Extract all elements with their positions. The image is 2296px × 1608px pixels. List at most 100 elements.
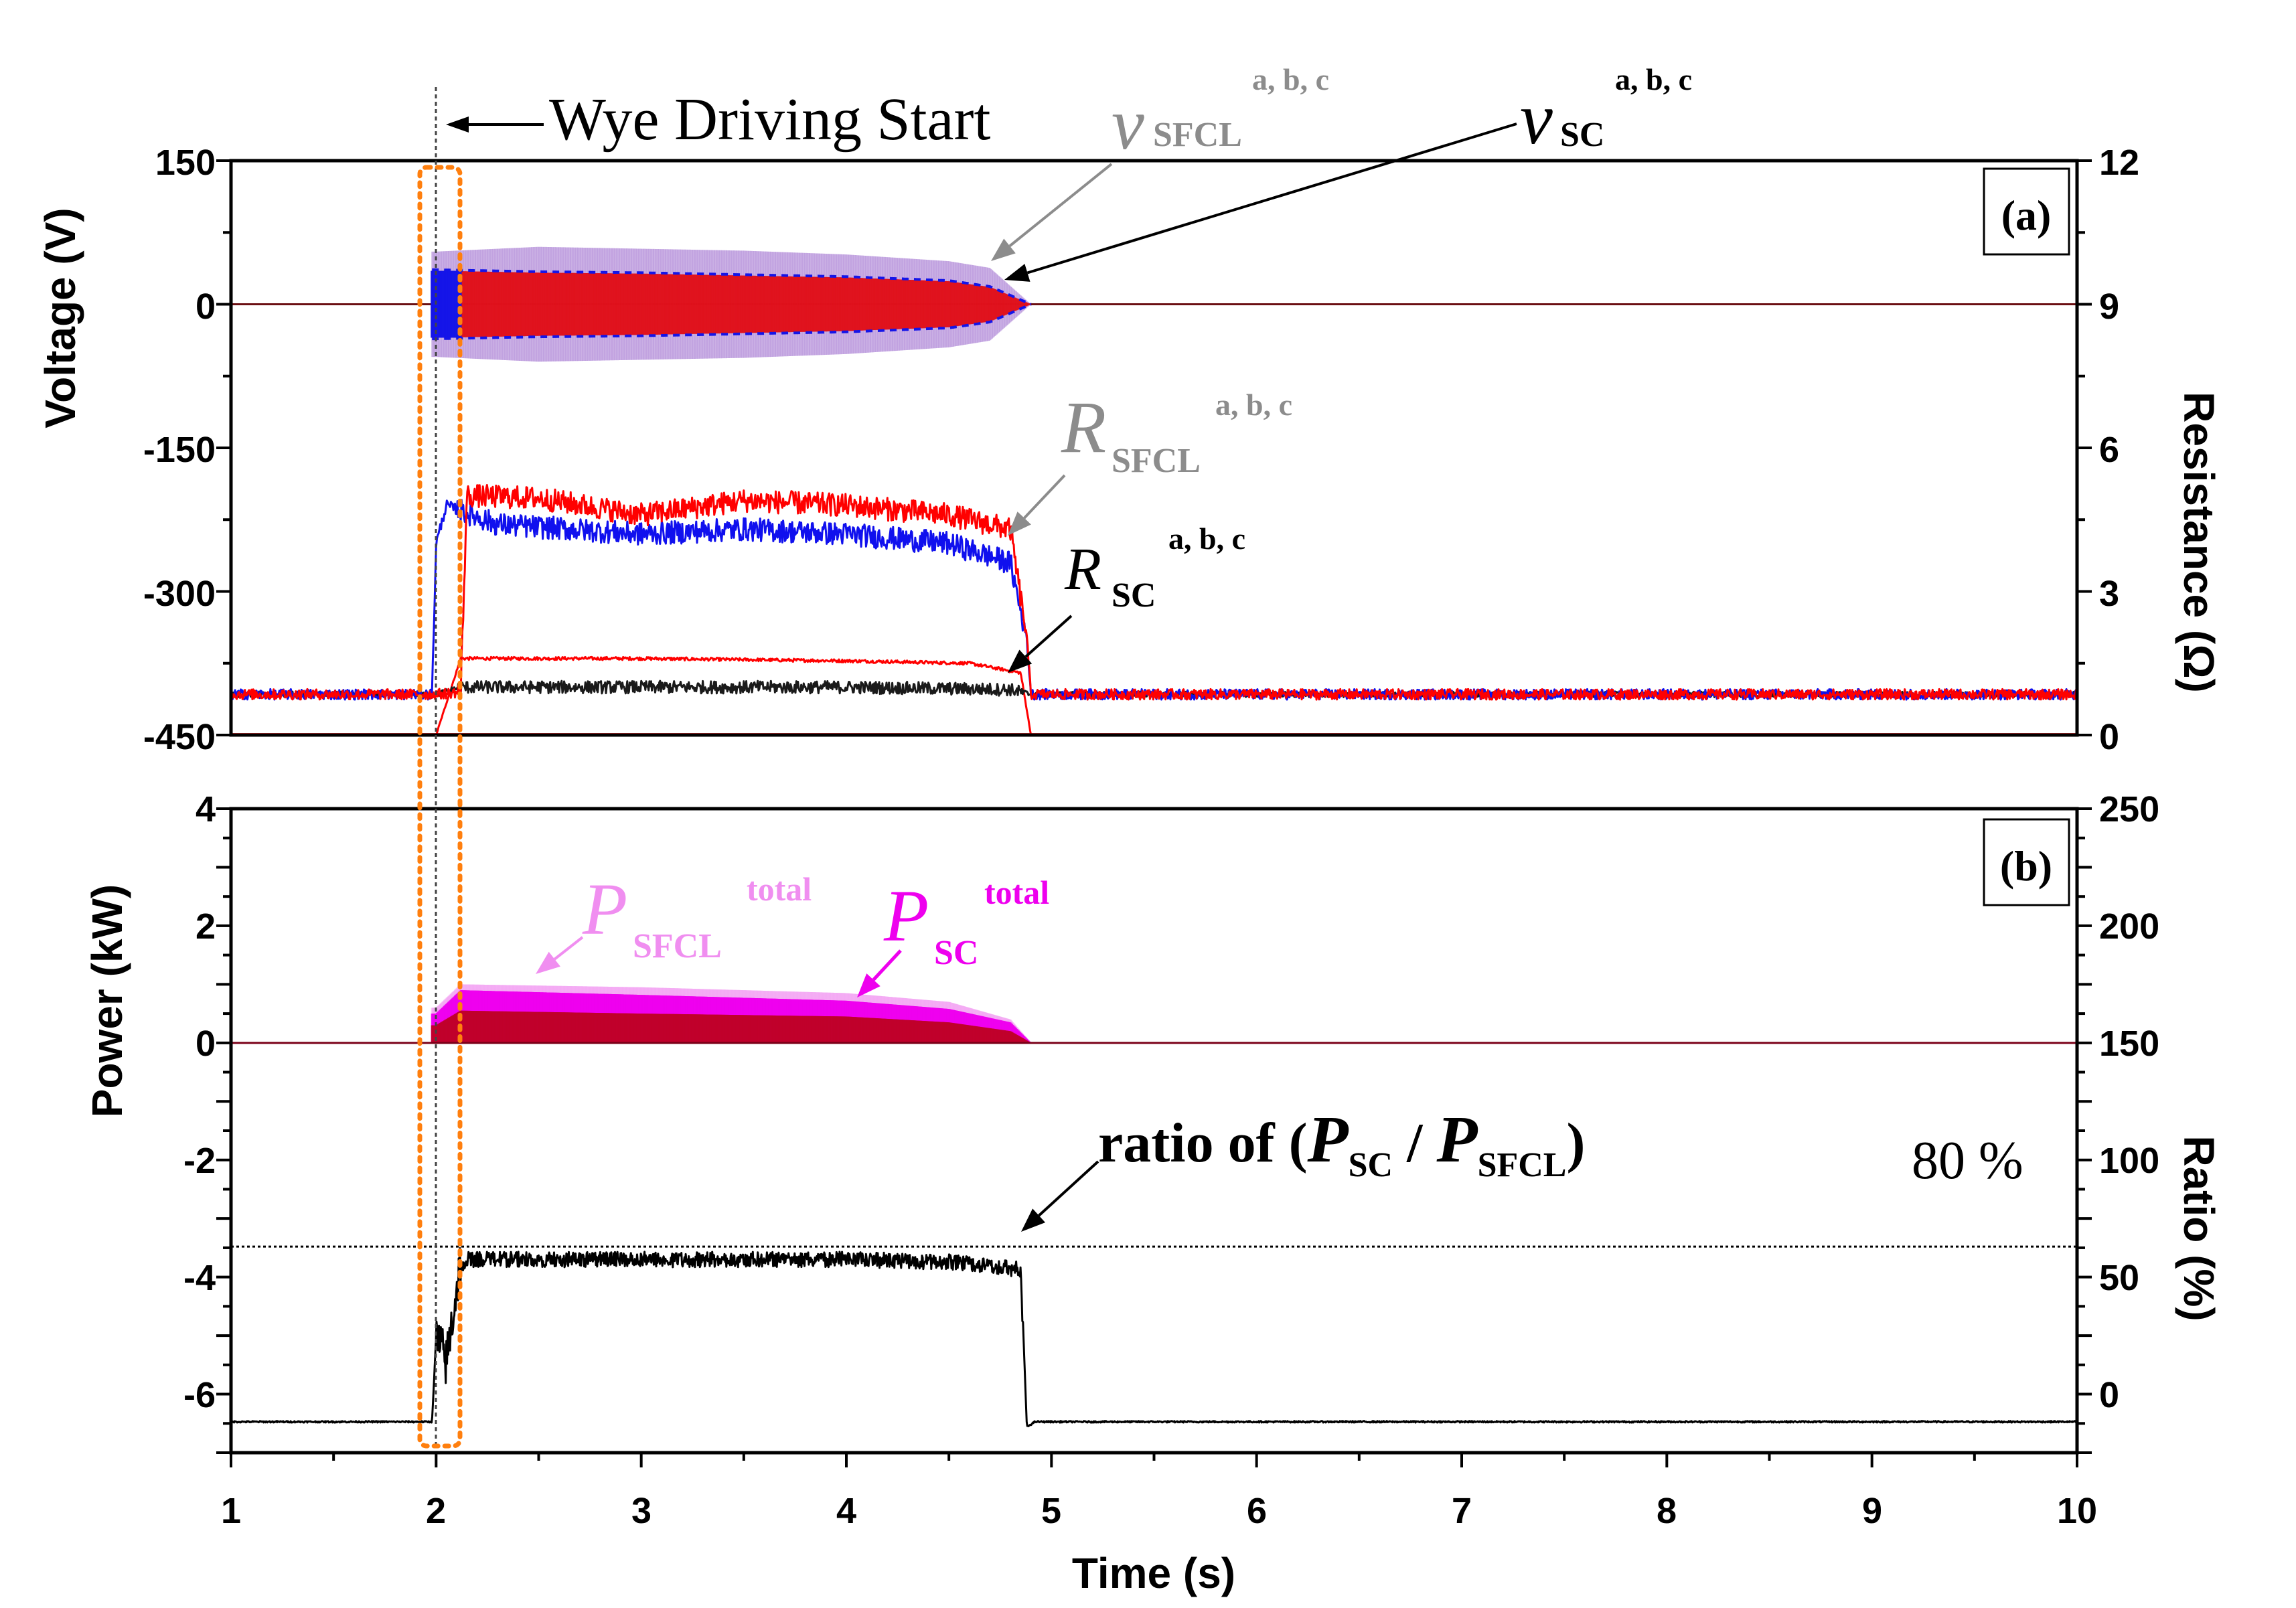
axis-ticks [216,159,2092,1467]
y-tick-label: -150 [143,430,216,470]
panel-a-data [231,246,2077,735]
v-sfcl-label: v SFCL a, b, c [1112,62,1329,165]
y2-tick-label: 3 [2099,574,2119,614]
p-sc-main: P [883,875,929,957]
p-sc-sup: total [984,874,1049,911]
arrow-head [1008,511,1031,536]
y-tick-label: -450 [143,717,216,757]
x-tick-labels: 1 2 3 4 5 6 7 8 9 10 [221,1491,2097,1531]
v-sfcl-sub: SFCL [1153,116,1242,154]
voltage-axis-title: Voltage (V) [36,208,84,428]
arrow-head [1021,1208,1046,1232]
x-tick-label: 7 [1452,1491,1472,1531]
arrow-shaft [554,936,584,961]
v-sc-sup: a, b, c [1615,62,1692,96]
p-sfcl-label: P SFCL total [582,868,812,965]
r-sfcl-arrow [1008,474,1066,536]
arrow-shaft [872,949,902,981]
arrow-head [1004,264,1030,282]
y-tick-label: 0 [196,1024,216,1064]
x-tick-label: 9 [1862,1491,1882,1531]
event-highlight-box [417,165,463,1449]
resistance-trace [231,484,2077,701]
y2-tick-label: 9 [2099,287,2119,327]
y-tick-label: -6 [183,1375,216,1415]
r-sfcl-sup: a, b, c [1215,388,1292,422]
y2-tick-label: 0 [2099,717,2119,757]
y2-tick-label: 250 [2099,789,2159,829]
x-tick-label: 4 [836,1491,856,1531]
y2-tick-label: 200 [2099,906,2159,947]
annotation-arrows [536,123,1517,1232]
p-sc-label: P SC total [883,874,1049,972]
arrow-shaft [1008,163,1113,247]
wye-driving-start-label: Wye Driving Start [549,86,990,153]
r-sc-main: R [1064,536,1101,602]
r-sfcl-label: R SFCL a, b, c [1061,386,1292,480]
p-sfcl-sup: total [747,870,812,908]
p-phase-band [431,1010,1031,1043]
v-sc-arrow [1004,123,1517,282]
r-sfcl-sub: SFCL [1112,442,1201,480]
x-tick-label: 6 [1247,1491,1267,1531]
ratio-trace [231,1247,2077,1427]
y-tick-label: -300 [143,574,216,614]
x-tick-label: 3 [631,1491,652,1531]
wye-driving-start-annotation: Wye Driving Start [446,86,990,153]
arrow-head [536,951,560,974]
y-tick-label: 2 [196,906,216,947]
y-tick-label: 4 [196,789,216,829]
arrow-shaft [1024,615,1073,658]
y-tick-label: 0 [196,287,216,327]
panel-b-label: (b) [2000,842,2052,890]
ratio-axis-title: Ratio (%) [2175,1135,2223,1321]
x-tick-label: 10 [2057,1491,2097,1531]
x-axis-title: Time (s) [1072,1549,1235,1597]
y2-tick-label: 6 [2099,430,2119,470]
arrow-shaft [1038,1160,1099,1217]
panel-a-left-tick-labels: 150 0 -150 -300 -450 [143,143,216,757]
ratio-arrow [1021,1160,1099,1232]
r-sc-sup: a, b, c [1168,521,1245,556]
y-tick-label: -4 [183,1258,216,1298]
x-tick-label: 2 [426,1491,446,1531]
r-sc-sub: SC [1112,576,1156,615]
arrow-head [857,973,881,997]
p-sc-sub: SC [934,934,978,972]
panel-b-right-tick-labels: 250 200 150 100 50 0 [2099,789,2159,1415]
y2-tick-label: 50 [2099,1258,2139,1298]
arrow-shaft [1023,474,1066,519]
p-sfcl-sub: SFCL [633,927,722,965]
panel-a-tag: (a) [1983,167,2070,256]
v-sc-envelope-bottom [432,303,1032,341]
panel-b-tag: (b) [1983,818,2070,906]
y-tick-label: -2 [183,1141,216,1181]
power-axis-title: Power (kW) [83,884,131,1117]
v-sc-envelope-top [432,268,1032,306]
ratio-label: ratio of (PSC / PSFCL) [1098,1102,1585,1184]
arrow-shaft [1026,123,1517,274]
x-tick-label: 1 [221,1491,241,1531]
panel-a-right-tick-labels: 12 9 6 3 0 [2099,143,2139,757]
r-sfcl-main: R [1061,386,1106,468]
panel-b-data [231,984,2077,1453]
v-sfcl-main: v [1112,83,1144,165]
p-sfcl-main: P [582,868,627,950]
ratio-80-label: 80 % [1912,1131,2023,1190]
arrow-head [1008,649,1032,673]
v-sfcl-sup: a, b, c [1252,62,1329,96]
y2-tick-label: 12 [2099,143,2139,183]
v-sfcl-arrow [991,163,1113,261]
p-sfcl-arrow [536,936,584,974]
y2-tick-label: 0 [2099,1375,2119,1415]
resistance-axis-title: Resistance (Ω) [2175,392,2223,693]
y2-tick-label: 150 [2099,1024,2159,1064]
x-tick-label: 5 [1041,1491,1061,1531]
v-sc-main: v [1520,78,1553,159]
y2-tick-label: 100 [2099,1141,2159,1181]
p-sc-arrow [857,949,902,997]
arrow-head [991,238,1016,261]
panel-a-label: (a) [2001,191,2052,239]
x-tick-label: 8 [1657,1491,1677,1531]
